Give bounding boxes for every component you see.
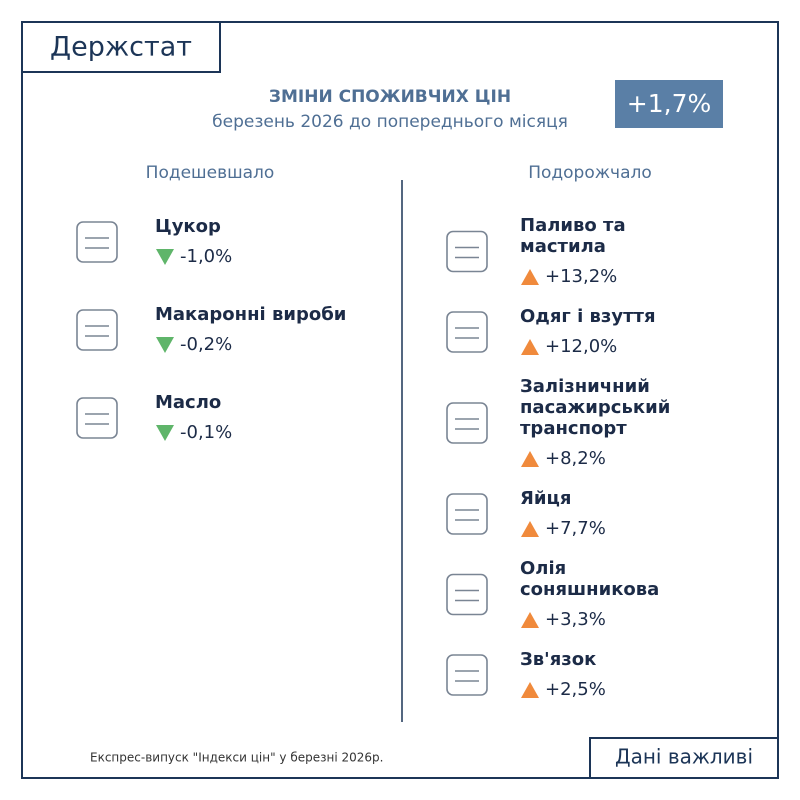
icon	[446, 230, 488, 273]
logo: Держстат	[50, 32, 192, 63]
slogan: Дані важливі	[615, 745, 753, 769]
logo-box	[21, 21, 221, 73]
item-value: +12,0%	[545, 336, 617, 357]
icon	[446, 654, 488, 696]
item-value: +8,2%	[545, 448, 606, 469]
item-name: Масло	[155, 392, 221, 413]
triangle-down	[156, 337, 174, 353]
item-value: -0,1%	[180, 422, 232, 443]
item-name: транспорт	[520, 418, 627, 439]
icon	[76, 221, 118, 263]
item-name: пасажирський	[520, 397, 670, 418]
triangle-up	[521, 521, 539, 537]
item-name: Зв'язок	[520, 649, 596, 670]
item-name: Олія	[520, 558, 566, 579]
icon	[76, 397, 118, 439]
title: ЗМІНИ СПОЖИВЧИХ ЦІН	[269, 87, 511, 107]
badge: +1,7%	[627, 89, 711, 118]
triangle-up	[521, 339, 539, 355]
frame	[21, 21, 779, 779]
column-heading: Подешевшало	[146, 163, 275, 183]
item-value: -1,0%	[180, 246, 232, 267]
item-value: +2,5%	[545, 679, 606, 700]
item-value: +7,7%	[545, 518, 606, 539]
item-value: +3,3%	[545, 609, 606, 630]
triangle-up	[521, 612, 539, 628]
slogan-box	[589, 737, 779, 779]
triangle-down	[156, 425, 174, 441]
icon	[446, 493, 488, 535]
triangle-down	[156, 249, 174, 265]
icon	[446, 402, 488, 444]
item-name: Яйця	[520, 488, 571, 509]
icon	[76, 309, 118, 351]
icon	[446, 311, 488, 353]
item-value: +13,2%	[545, 266, 617, 287]
column-heading: Подорожчало	[528, 163, 652, 183]
item-name: Макаронні вироби	[155, 304, 346, 325]
item-name: Паливо та	[520, 215, 626, 236]
triangle-up	[521, 269, 539, 285]
icon	[446, 573, 488, 616]
footnote: Експрес-випуск "Індекси цін" у березні 2…	[90, 751, 383, 765]
triangle-up	[521, 451, 539, 467]
subtitle: березень 2026 до попереднього місяця	[212, 112, 568, 132]
item-name: Залізничний	[520, 376, 650, 397]
item-name: мастила	[520, 236, 606, 257]
triangle-up	[521, 682, 539, 698]
badge-box	[615, 80, 723, 128]
item-name: Одяг і взуття	[520, 306, 656, 327]
item-name: соняшникова	[520, 579, 659, 600]
item-value: -0,2%	[180, 334, 232, 355]
item-name: Цукор	[155, 216, 221, 237]
